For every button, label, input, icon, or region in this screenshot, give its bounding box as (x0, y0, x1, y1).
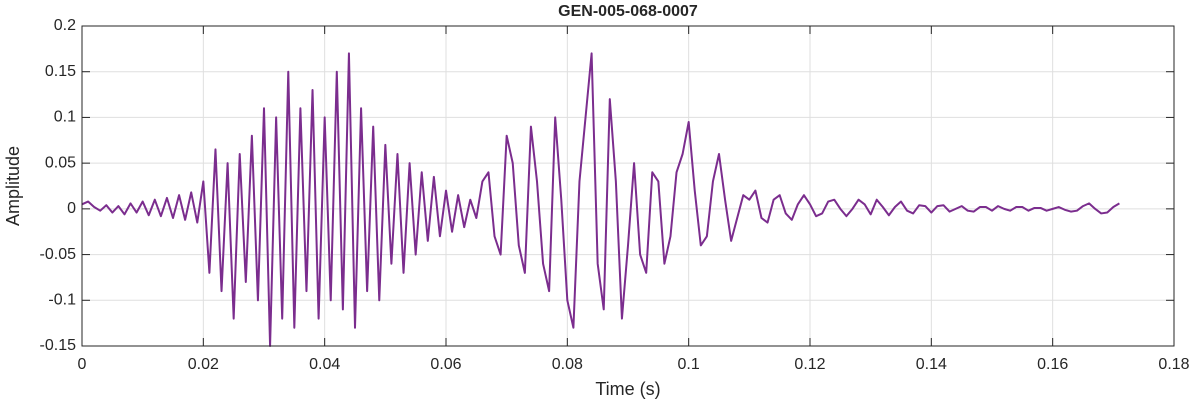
x-tick-label: 0.02 (188, 356, 219, 373)
y-tick-label: 0.15 (45, 63, 76, 80)
x-tick-label: 0.08 (552, 356, 583, 373)
x-tick-label: 0.16 (1037, 356, 1068, 373)
y-tick-label: 0.1 (54, 109, 76, 126)
x-axis-label: Time (s) (595, 379, 660, 399)
x-tick-label: 0.06 (430, 356, 461, 373)
x-tick-label: 0.14 (916, 356, 947, 373)
x-tick-label: 0 (78, 356, 87, 373)
y-tick-label: -0.15 (40, 337, 77, 354)
chart-title: GEN-005-068-0007 (558, 3, 698, 20)
y-tick-label: -0.05 (40, 246, 77, 263)
axes-box (81, 25, 1175, 347)
x-tick-label: 0.12 (794, 356, 825, 373)
x-tick-label: 0.04 (309, 356, 340, 373)
x-tick-label: 0.18 (1158, 356, 1189, 373)
y-tick-label: 0 (67, 200, 76, 217)
x-tick-label: 0.1 (678, 356, 700, 373)
y-tick-label: 0.05 (45, 154, 76, 171)
y-tick-label: 0.2 (54, 17, 76, 34)
plot-layer (81, 52, 1120, 347)
signal-line (81, 52, 1120, 347)
y-axis-label: Amplitude (3, 146, 23, 226)
y-tick-label: -0.1 (48, 292, 76, 309)
